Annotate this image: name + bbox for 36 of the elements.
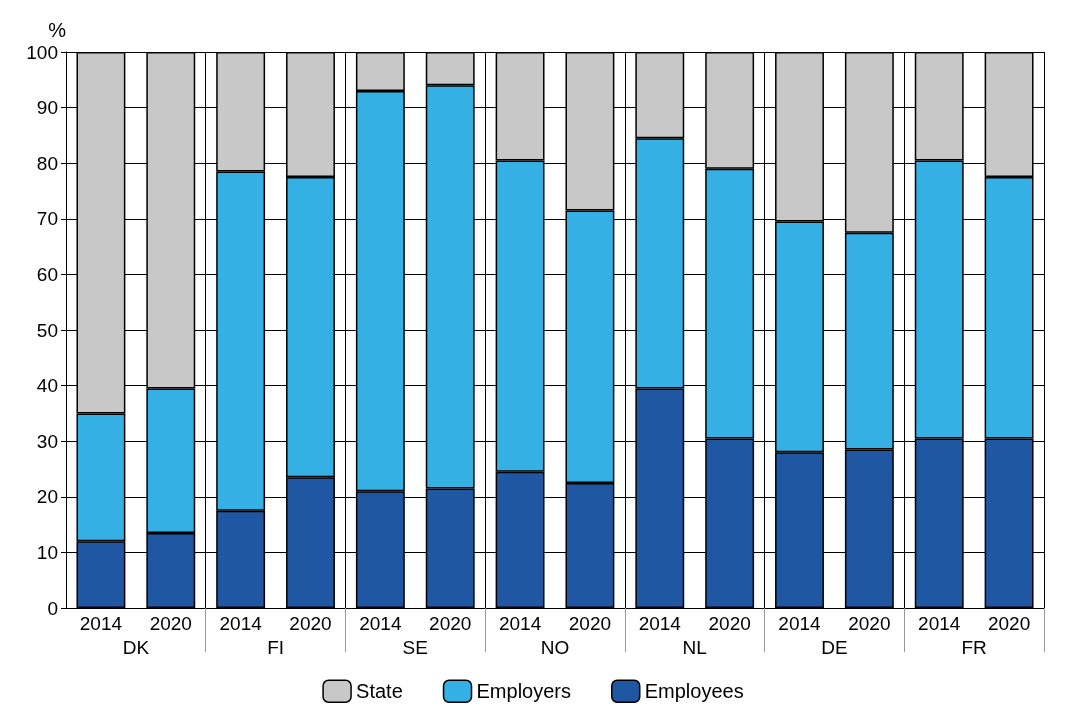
y-tick-label: 70 bbox=[36, 208, 58, 230]
text: NL bbox=[682, 637, 707, 658]
text: DK bbox=[122, 637, 150, 658]
x-tick-label: 2014 bbox=[359, 613, 402, 634]
y-tick-label: 80 bbox=[36, 152, 58, 174]
text: DE bbox=[821, 637, 848, 658]
y-tick-label: 60 bbox=[36, 263, 58, 285]
text: NO bbox=[540, 637, 570, 658]
y-axis-title: % bbox=[48, 19, 67, 41]
x-tick-label: 2014 bbox=[638, 613, 682, 634]
x-tick-label: 2020 bbox=[149, 613, 192, 634]
x-tick-label: 2014 bbox=[219, 613, 263, 634]
x-tick-label: 2014 bbox=[79, 613, 123, 634]
text: SE bbox=[402, 637, 428, 658]
y-tick-label: 0 bbox=[47, 597, 58, 619]
text: FI bbox=[267, 637, 285, 658]
x-tick-label: 2020 bbox=[708, 613, 751, 634]
x-tick-label: 2020 bbox=[987, 613, 1031, 634]
text: FR bbox=[961, 637, 987, 658]
legend-label: Employees bbox=[644, 680, 744, 703]
y-tick-label: 100 bbox=[26, 41, 58, 63]
x-tick-label: 2014 bbox=[498, 613, 542, 634]
legend-label: Employers bbox=[476, 680, 571, 703]
x-tick-label: 2020 bbox=[429, 613, 472, 634]
y-tick-label: 10 bbox=[36, 541, 58, 563]
y-tick-label: 20 bbox=[36, 486, 58, 508]
y-tick-label: 30 bbox=[36, 430, 58, 452]
y-tick-label: 40 bbox=[36, 375, 58, 397]
x-tick-label: 2014 bbox=[778, 613, 822, 634]
legend-label: State bbox=[356, 680, 403, 703]
x-tick-label: 2020 bbox=[568, 613, 612, 634]
x-tick-label: 2020 bbox=[848, 613, 891, 634]
x-tick-label: 2014 bbox=[918, 613, 961, 634]
x-tick-label: 2020 bbox=[289, 613, 332, 634]
y-tick-label: 90 bbox=[36, 97, 58, 119]
y-tick-label: 50 bbox=[36, 319, 58, 341]
